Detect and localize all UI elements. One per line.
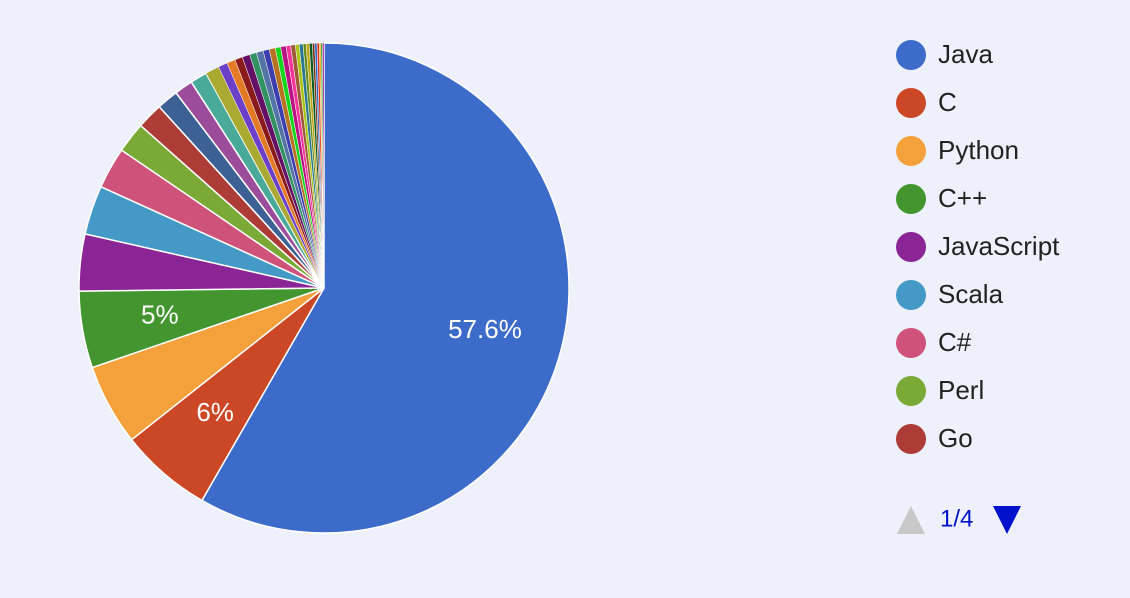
legend-pager: 1/4	[897, 505, 1021, 534]
pie-slice	[200, 42, 570, 534]
slice-label: 6%	[196, 397, 234, 427]
legend-label: Perl	[938, 375, 984, 405]
legend-swatch	[896, 88, 926, 118]
legend-swatch	[896, 376, 926, 406]
legend-label: Java	[938, 39, 993, 69]
legend-swatch	[896, 40, 926, 70]
legend-swatch	[896, 328, 926, 358]
legend-swatch	[896, 232, 926, 262]
slice-label: 57.6%	[448, 314, 522, 344]
legend-label: C#	[938, 327, 972, 357]
legend-label: C	[938, 87, 957, 117]
slice-label: 5%	[141, 299, 179, 329]
pie	[78, 42, 570, 534]
legend-label: C++	[938, 183, 987, 213]
page-indicator: 1/4	[940, 505, 973, 532]
legend-label: Python	[938, 135, 1019, 165]
legend-label: JavaScript	[938, 231, 1060, 261]
legend-swatch	[896, 280, 926, 310]
legend-swatch	[896, 184, 926, 214]
page-down-arrow[interactable]	[993, 506, 1021, 534]
page-up-arrow[interactable]	[897, 506, 925, 534]
legend-swatch	[896, 424, 926, 454]
legend-label: Go	[938, 423, 973, 453]
legend-swatch	[896, 136, 926, 166]
slice-labels: 57.6% 6% 5%	[141, 299, 522, 427]
legend-label: Scala	[938, 279, 1004, 309]
pie-slice	[322, 42, 325, 289]
legend: Java C Python C++ JavaScript Scala C# Perl Go	[896, 39, 1060, 454]
